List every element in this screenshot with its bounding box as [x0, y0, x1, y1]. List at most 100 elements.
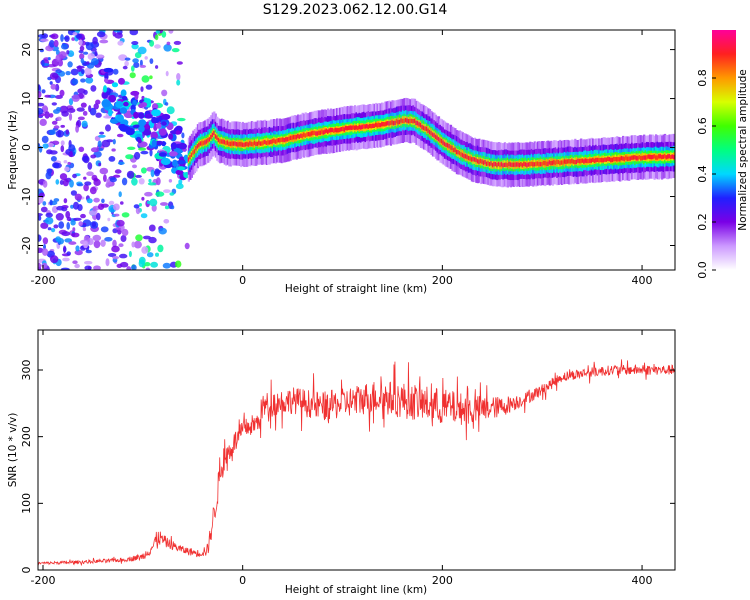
colorbar-tick-label: 0.2 — [696, 213, 709, 231]
heatmap-cell — [118, 77, 125, 85]
heatmap-cell — [201, 141, 204, 146]
heatmap-cell — [113, 213, 120, 217]
heatmap-cell — [652, 154, 655, 160]
heatmap-cell — [60, 124, 65, 128]
heatmap-cell — [229, 141, 232, 147]
heatmap-cell — [292, 135, 295, 140]
heatmap-cell — [190, 152, 193, 157]
heatmap-cell — [158, 152, 167, 157]
heatmap-cell — [129, 72, 136, 79]
heatmap-cell — [60, 34, 64, 42]
heatmap-cell — [44, 111, 50, 119]
heatmap-cell — [270, 139, 273, 145]
heatmap-cell — [57, 129, 62, 138]
heatmap-cell — [491, 163, 494, 168]
heatmap-cell — [506, 163, 509, 168]
heatmap-cell — [41, 135, 49, 144]
heatmap-cell — [351, 125, 354, 130]
y-tick-label: 100 — [20, 493, 33, 514]
heatmap-cell — [514, 162, 517, 167]
heatmap-cell — [467, 155, 470, 161]
heatmap-cell — [228, 141, 231, 147]
heatmap-cell — [144, 124, 150, 129]
heatmap-cell — [150, 169, 155, 178]
heatmap-cell — [38, 90, 42, 98]
heatmap-cell — [149, 149, 153, 157]
heatmap-cell — [63, 245, 67, 254]
heatmap-cell — [210, 134, 213, 140]
heatmap-cell — [321, 129, 324, 134]
heatmap-cell — [635, 156, 638, 161]
heatmap-cell — [113, 203, 120, 211]
heatmap-cell — [131, 41, 139, 45]
heatmap-cell — [457, 150, 460, 155]
heatmap-cell — [403, 118, 406, 124]
heatmap-cell — [595, 158, 598, 163]
heatmap-cell — [175, 260, 182, 268]
heatmap-cell — [68, 241, 77, 245]
heatmap-cell — [664, 153, 667, 159]
heatmap-cell — [59, 89, 65, 97]
heatmap-cell — [168, 151, 178, 157]
heatmap-cell — [70, 220, 76, 226]
heatmap-cell — [87, 53, 96, 60]
heatmap-cell — [96, 212, 101, 221]
heatmap-cell — [580, 158, 583, 164]
heatmap-cell — [577, 158, 580, 163]
heatmap-cell — [42, 143, 49, 149]
heatmap-cell — [307, 131, 310, 137]
heatmap-cell — [412, 119, 415, 124]
heatmap-cell — [64, 238, 73, 243]
heatmap-cell — [670, 154, 673, 160]
heatmap-cell — [395, 119, 399, 124]
heatmap-cell — [90, 147, 100, 153]
heatmap-cell — [632, 155, 635, 160]
heatmap-cell — [85, 41, 90, 46]
heatmap-cell — [613, 156, 616, 162]
heatmap-cell — [144, 56, 148, 60]
heatmap-cell — [86, 61, 90, 65]
colorbar-ticks: 0.0 0.2 0.4 0.6 0.8 — [696, 69, 716, 279]
heatmap-cell — [442, 140, 445, 145]
heatmap-cell — [671, 154, 674, 159]
heatmap-cell — [56, 205, 65, 211]
heatmap-cell — [357, 125, 360, 131]
heatmap-cell — [168, 179, 173, 183]
heatmap-cell — [649, 154, 652, 159]
heatmap-cell — [304, 133, 307, 138]
heatmap-cell — [112, 138, 116, 145]
heatmap-cell — [63, 198, 68, 204]
heatmap-cell — [93, 197, 100, 203]
heatmap-cell — [175, 183, 184, 190]
heatmap-cell — [144, 191, 153, 197]
heatmap-cell — [589, 158, 592, 163]
heatmap-cell — [400, 118, 403, 123]
heatmap-cell — [340, 127, 343, 132]
heatmap-cell — [181, 132, 185, 139]
heatmap-cell — [156, 123, 162, 129]
heatmap-cell — [246, 141, 249, 147]
heatmap-cell — [499, 162, 502, 168]
heatmap-cell — [154, 140, 164, 146]
heatmap-cell — [493, 162, 496, 167]
heatmap-cell — [425, 126, 429, 132]
heatmap-cell — [255, 141, 258, 147]
heatmap-cell — [114, 169, 122, 174]
heatmap-cell — [166, 106, 175, 115]
heatmap-cell — [437, 137, 441, 142]
heatmap-cell — [443, 141, 447, 147]
heatmap-cell — [409, 118, 412, 124]
heatmap-cell — [406, 118, 409, 123]
heatmap-cell — [51, 102, 57, 106]
heatmap-cell — [322, 130, 325, 135]
heatmap-cell — [434, 134, 438, 140]
heatmap-cell — [199, 141, 202, 146]
heatmap-cell — [51, 228, 56, 233]
heatmap-cell — [407, 119, 411, 124]
heatmap-cell — [81, 120, 88, 128]
heatmap-cell — [172, 159, 178, 167]
heatmap-cell — [166, 41, 171, 46]
heatmap-cell — [440, 138, 444, 144]
heatmap-cell — [44, 94, 51, 98]
heatmap-cell — [584, 158, 587, 163]
